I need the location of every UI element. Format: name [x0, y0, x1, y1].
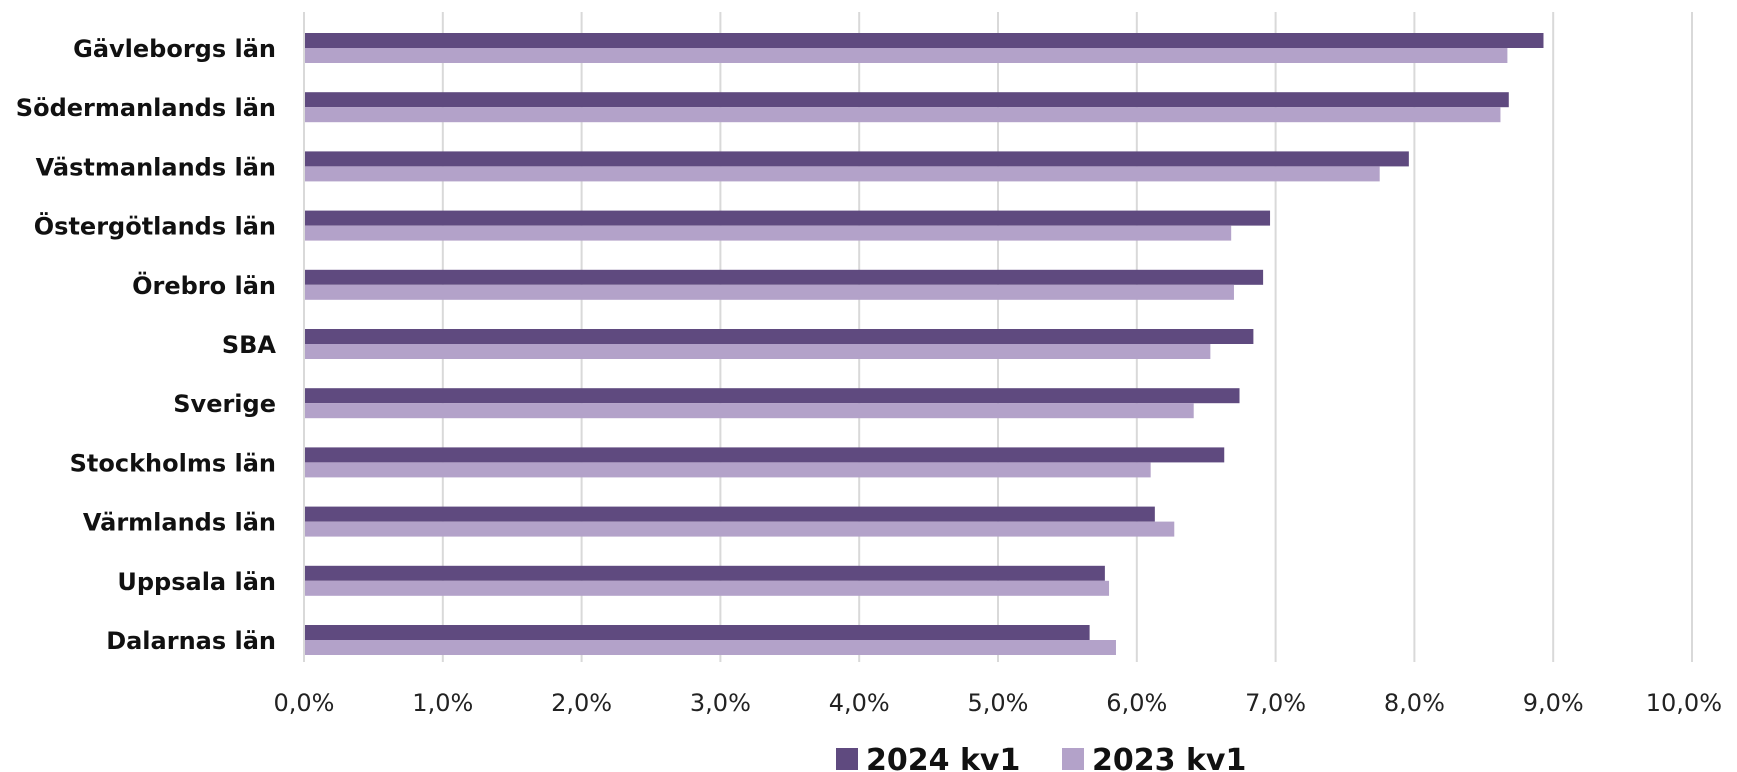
- bar: [304, 33, 1544, 48]
- bar: [304, 580, 1110, 596]
- bar: [304, 166, 1380, 182]
- category-label: Östergötlands län: [34, 211, 276, 241]
- category-label: Sverige: [173, 390, 276, 418]
- legend-label: 2023 kv1: [1092, 743, 1246, 772]
- bar: [304, 565, 1105, 581]
- category-label: Stockholms län: [70, 449, 276, 477]
- legend-label: 2024 kv1: [866, 743, 1020, 772]
- bar: [304, 329, 1254, 344]
- bar: [304, 48, 1508, 63]
- bar: [304, 225, 1232, 241]
- category-label: Gävleborgs län: [73, 35, 276, 63]
- bar: [304, 521, 1175, 537]
- bar: [304, 151, 1409, 167]
- bar: [304, 344, 1211, 359]
- x-tick-label: 4,0%: [829, 689, 890, 717]
- category-label: Värmlands län: [83, 509, 276, 537]
- category-label: Dalarnas län: [106, 627, 276, 655]
- x-tick-label: 3,0%: [690, 689, 751, 717]
- category-labels: Gävleborgs län Södermanlands län Västmanla…: [16, 35, 277, 655]
- legend-swatch: [836, 748, 858, 770]
- bar: [304, 269, 1264, 285]
- bar: [304, 92, 1509, 108]
- bar: [304, 284, 1234, 300]
- bar: [304, 640, 1116, 655]
- x-tick-label: 1,0%: [412, 689, 473, 717]
- category-label: SBA: [222, 331, 277, 359]
- category-label: Västmanlands län: [36, 153, 276, 181]
- category-label: Uppsala län: [117, 568, 276, 596]
- bar: [304, 210, 1271, 226]
- bars: [304, 33, 1544, 655]
- x-tick-label: 7,0%: [1245, 689, 1306, 717]
- x-tick-label: 9,0%: [1523, 689, 1584, 717]
- bar: [304, 625, 1090, 640]
- x-tick-label: 5,0%: [968, 689, 1029, 717]
- x-tick-labels: 0,0% 1,0% 2,0% 3,0% 4,0% 5,0% 6,0% 7,0% 8,0% 9,0%…: [274, 689, 1722, 717]
- legend-swatch: [1062, 748, 1084, 770]
- bar: [304, 447, 1225, 463]
- x-tick-label: 8,0%: [1384, 689, 1445, 717]
- bar: [304, 107, 1501, 123]
- bar: [304, 403, 1194, 419]
- x-tick-label: 2,0%: [551, 689, 612, 717]
- bar: [304, 388, 1240, 404]
- category-label: Södermanlands län: [16, 94, 276, 122]
- legend: 2024 kv1 2023 kv1: [836, 743, 1246, 772]
- x-tick-label: 6,0%: [1106, 689, 1167, 717]
- category-label: Örebro län: [132, 270, 276, 300]
- x-tick-label: 0,0%: [274, 689, 335, 717]
- bar: [304, 462, 1151, 478]
- x-tick-label: 10,0%: [1646, 689, 1722, 717]
- bar: [304, 506, 1155, 522]
